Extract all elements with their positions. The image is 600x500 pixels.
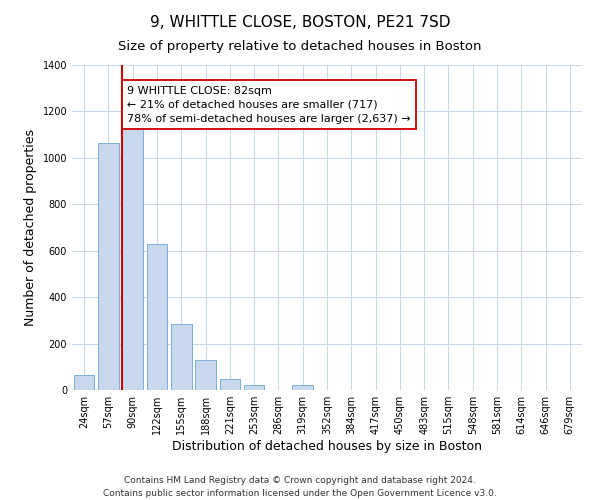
Bar	[195, 360, 216, 390]
Bar	[244, 386, 265, 390]
Bar	[146, 244, 167, 390]
Bar	[220, 379, 240, 390]
Bar	[122, 122, 143, 390]
Bar	[98, 143, 119, 390]
Text: Contains HM Land Registry data © Crown copyright and database right 2024.
Contai: Contains HM Land Registry data © Crown c…	[103, 476, 497, 498]
Bar	[292, 386, 313, 390]
Bar	[74, 375, 94, 390]
Text: 9, WHITTLE CLOSE, BOSTON, PE21 7SD: 9, WHITTLE CLOSE, BOSTON, PE21 7SD	[150, 15, 450, 30]
Y-axis label: Number of detached properties: Number of detached properties	[24, 129, 37, 326]
Text: 9 WHITTLE CLOSE: 82sqm
← 21% of detached houses are smaller (717)
78% of semi-de: 9 WHITTLE CLOSE: 82sqm ← 21% of detached…	[127, 86, 411, 124]
X-axis label: Distribution of detached houses by size in Boston: Distribution of detached houses by size …	[172, 440, 482, 453]
Text: Size of property relative to detached houses in Boston: Size of property relative to detached ho…	[118, 40, 482, 53]
Bar	[171, 324, 191, 390]
